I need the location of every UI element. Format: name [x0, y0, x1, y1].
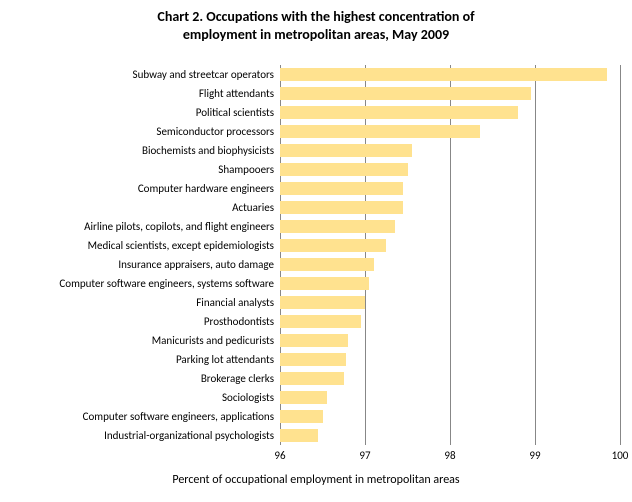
- bar-row: Subway and streetcar operators: [280, 68, 620, 81]
- bar: [280, 125, 480, 138]
- bar: [280, 353, 346, 366]
- bar: [280, 334, 348, 347]
- grid-line: [535, 65, 536, 445]
- x-tick-label: 100: [612, 445, 629, 462]
- bar-row: Brokerage clerks: [280, 372, 620, 385]
- category-label: Airline pilots, copilots, and flight eng…: [84, 220, 280, 233]
- category-label: Financial analysts: [196, 296, 280, 309]
- category-label: Sociologists: [222, 391, 280, 404]
- x-tick-label: 98: [444, 445, 455, 462]
- bar: [280, 372, 344, 385]
- bar: [280, 239, 386, 252]
- category-label: Industrial-organizational psychologists: [104, 429, 280, 442]
- bar-row: Manicurists and pedicurists: [280, 334, 620, 347]
- x-tick-label: 97: [359, 445, 370, 462]
- x-axis-label: Percent of occupational employment in me…: [0, 473, 632, 487]
- bar-row: Industrial-organizational psychologists: [280, 429, 620, 442]
- bar: [280, 296, 365, 309]
- category-label: Computer software engineers, application…: [83, 410, 280, 423]
- x-tick-label: 99: [529, 445, 540, 462]
- category-label: Insurance appraisers, auto damage: [118, 258, 280, 271]
- bar-row: Financial analysts: [280, 296, 620, 309]
- x-tick-label: 96: [274, 445, 285, 462]
- bar: [280, 277, 369, 290]
- bar-row: Shampooers: [280, 163, 620, 176]
- bar: [280, 258, 374, 271]
- bar-row: Political scientists: [280, 106, 620, 119]
- chart-title: Chart 2. Occupations with the highest co…: [0, 8, 632, 43]
- bar: [280, 144, 412, 157]
- bar-row: Semiconductor processors: [280, 125, 620, 138]
- bar-row: Computer software engineers, systems sof…: [280, 277, 620, 290]
- grid-line: [365, 65, 366, 445]
- category-label: Actuaries: [232, 201, 280, 214]
- bar-row: Parking lot attendants: [280, 353, 620, 366]
- bar: [280, 201, 403, 214]
- grid-line: [620, 65, 621, 445]
- bar: [280, 220, 395, 233]
- plot-area: 96979899100Subway and streetcar operator…: [280, 65, 620, 445]
- bar-row: Prosthodontists: [280, 315, 620, 328]
- category-label: Medical scientists, except epidemiologis…: [88, 239, 280, 252]
- bar: [280, 182, 403, 195]
- bar-row: Computer software engineers, application…: [280, 410, 620, 423]
- category-label: Shampooers: [218, 163, 280, 176]
- bar-row: Flight attendants: [280, 87, 620, 100]
- bar: [280, 87, 531, 100]
- category-label: Prosthodontists: [204, 315, 280, 328]
- category-label: Brokerage clerks: [201, 372, 280, 385]
- bar-row: Insurance appraisers, auto damage: [280, 258, 620, 271]
- bar-row: Medical scientists, except epidemiologis…: [280, 239, 620, 252]
- grid-line: [280, 65, 281, 445]
- bar: [280, 68, 607, 81]
- category-label: Political scientists: [196, 106, 280, 119]
- bar: [280, 410, 323, 423]
- bar-row: Actuaries: [280, 201, 620, 214]
- category-label: Biochemists and biophysicists: [142, 144, 280, 157]
- chart-container: Chart 2. Occupations with the highest co…: [0, 0, 632, 502]
- bar: [280, 391, 327, 404]
- category-label: Computer hardware engineers: [138, 182, 280, 195]
- bar: [280, 163, 408, 176]
- category-label: Semiconductor processors: [156, 125, 280, 138]
- bar-row: Biochemists and biophysicists: [280, 144, 620, 157]
- category-label: Subway and streetcar operators: [133, 68, 280, 81]
- bar: [280, 106, 518, 119]
- bar-row: Airline pilots, copilots, and flight eng…: [280, 220, 620, 233]
- category-label: Computer software engineers, systems sof…: [59, 277, 280, 290]
- category-label: Flight attendants: [199, 87, 280, 100]
- bar-row: Computer hardware engineers: [280, 182, 620, 195]
- category-label: Manicurists and pedicurists: [152, 334, 280, 347]
- category-label: Parking lot attendants: [176, 353, 280, 366]
- bar: [280, 315, 361, 328]
- bar: [280, 429, 318, 442]
- grid-line: [450, 65, 451, 445]
- bar-row: Sociologists: [280, 391, 620, 404]
